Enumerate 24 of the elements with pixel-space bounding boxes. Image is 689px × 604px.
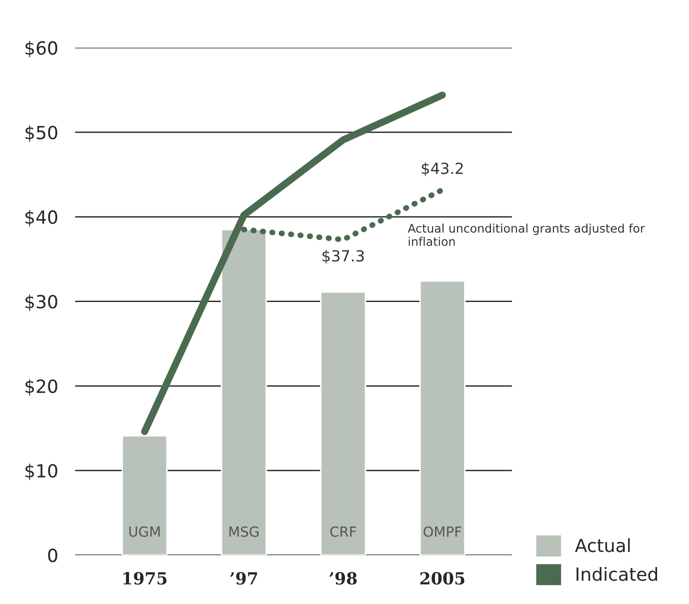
x-tick-label: ’97 <box>230 572 257 585</box>
y-tick-label: $40 <box>25 210 58 226</box>
data-label: $43.2 <box>422 162 463 176</box>
y-tick-label: 0 <box>48 548 58 562</box>
y-tick-label: $60 <box>25 40 58 58</box>
bar <box>220 228 267 556</box>
bar <box>419 280 466 556</box>
annotation: CRF <box>330 526 356 537</box>
y-tick-label: $50 <box>25 125 58 142</box>
x-tick-label: ’98 <box>329 572 357 585</box>
x-tick-label: 1975 <box>123 572 167 585</box>
data-label: $37.3 <box>322 250 364 264</box>
annotation: MSG <box>229 526 259 537</box>
legend-label: Indicated <box>576 566 658 581</box>
y-tick-label: $20 <box>25 379 58 396</box>
bar <box>122 435 168 556</box>
y-tick-label: $30 <box>25 294 58 311</box>
annotation: OMPF <box>424 526 462 537</box>
annotation: UGM <box>129 526 160 537</box>
series-label: Actual unconditional grants adjusted for inflation <box>408 224 645 246</box>
legend-label: Actual <box>574 538 630 552</box>
x-tick-label: 2005 <box>420 572 464 585</box>
y-tick-label: $10 <box>25 464 58 480</box>
bar <box>320 291 366 556</box>
